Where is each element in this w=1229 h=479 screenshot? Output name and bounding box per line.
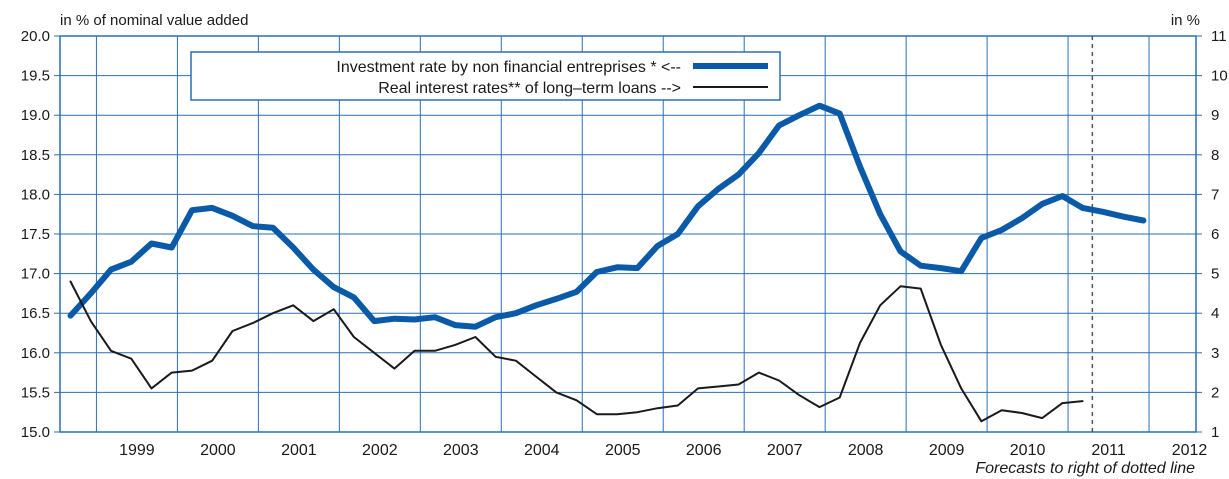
x-tick-label: 2012 xyxy=(1172,442,1208,459)
left-tick-label: 15.0 xyxy=(21,424,50,441)
left-tick-label: 20.0 xyxy=(21,28,50,45)
right-tick-label: 9 xyxy=(1211,107,1219,124)
tick-labels: 15.0 15.5 16.0 16.5 17.0 17.5 18.0 18.5 19.0 19.5… xyxy=(21,28,1228,459)
right-tick-label: 4 xyxy=(1211,305,1219,322)
x-tick-label: 2002 xyxy=(362,442,398,459)
left-tick-label: 19.5 xyxy=(21,68,50,85)
left-tick-label: 17.5 xyxy=(21,226,50,243)
x-tick-label: 2011 xyxy=(1091,442,1126,459)
x-tick-label: 2001 xyxy=(281,442,317,459)
right-tick-label: 6 xyxy=(1211,226,1219,243)
x-tick-label: 2000 xyxy=(200,442,236,459)
left-tick-label: 15.5 xyxy=(21,384,50,401)
left-tick-label: 16.0 xyxy=(21,345,50,362)
x-tick-label: 2004 xyxy=(524,442,560,459)
right-tick-label: 10 xyxy=(1211,68,1228,85)
x-tick-label: 1999 xyxy=(119,442,155,459)
x-tick-label: 2005 xyxy=(605,442,641,459)
left-tick-label: 18.5 xyxy=(21,147,50,164)
right-tick-label: 3 xyxy=(1211,345,1219,362)
left-tick-label: 19.0 xyxy=(21,107,50,124)
right-tick-label: 11 xyxy=(1211,28,1227,45)
right-axis-label: in % xyxy=(1171,12,1200,29)
left-axis-label: in % of nominal value added xyxy=(60,12,248,29)
investment-rate-line xyxy=(67,102,1147,330)
x-tick-label: 2010 xyxy=(1010,442,1046,459)
right-tick-label: 7 xyxy=(1211,186,1219,203)
legend-label-investment: Investment rate by non financial entrepr… xyxy=(336,59,681,76)
left-tick-label: 18.0 xyxy=(21,186,50,203)
x-tick-label: 2009 xyxy=(929,442,965,459)
right-tick-label: 1 xyxy=(1211,424,1219,441)
left-tick-label: 16.5 xyxy=(21,305,50,322)
x-tick-label: 2008 xyxy=(848,442,884,459)
forecast-footnote: Forecasts to right of dotted line xyxy=(975,460,1195,477)
x-tick-label: 2007 xyxy=(767,442,803,459)
right-tick-label: 2 xyxy=(1211,384,1219,401)
series-lines xyxy=(67,102,1147,423)
interest-rate-line xyxy=(69,280,1084,423)
right-tick-label: 5 xyxy=(1211,266,1219,283)
legend-label-interest: Real interest rates** of long–term loans… xyxy=(378,80,681,97)
x-tick-label: 2006 xyxy=(686,442,722,459)
right-tick-label: 8 xyxy=(1211,147,1219,164)
left-tick-label: 17.0 xyxy=(21,266,50,283)
legend-box xyxy=(190,51,781,101)
legend: Investment rate by non financial entrepr… xyxy=(190,51,781,101)
x-tick-label: 2003 xyxy=(443,442,479,459)
